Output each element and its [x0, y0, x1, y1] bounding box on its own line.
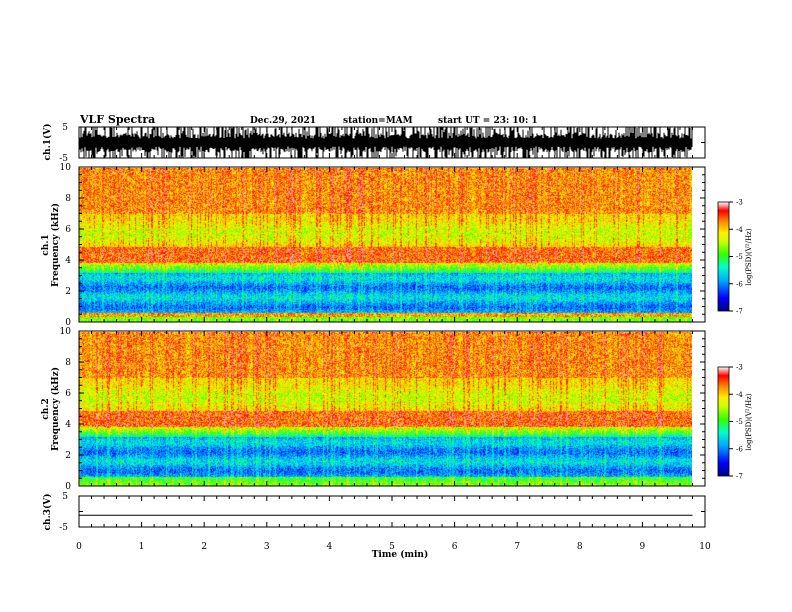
station-label: station=MAM [343, 116, 413, 126]
ch1-ytick-top: 5 [62, 123, 68, 133]
colorbar-tick-label: -3 [736, 199, 743, 207]
ch1-waveform-trace [79, 127, 693, 158]
colorbar-tick-label: -7 [736, 308, 743, 316]
ch2-colorbar-gradient [717, 366, 730, 477]
x-tick-label: 4 [327, 542, 333, 552]
ch2-colorbar-ticks: -3 -4 -5 -6 -7 [729, 364, 743, 481]
ch2-spectrogram-ylabel: ch.2 [41, 398, 51, 419]
y-tick-label: 6 [65, 389, 71, 399]
ch1-waveform-panel: 5 -5 ch.1(V) [42, 123, 706, 164]
colorbar-tick-label: -4 [736, 391, 743, 399]
ch1-waveform-ticks [78, 126, 706, 159]
ch2-colorbar: -3 -4 -5 -6 -7 log(PSD)(V²/Hz) [717, 364, 753, 481]
y-tick-label: 0 [65, 482, 71, 492]
ch1-colorbar: -3 -4 -5 -6 -7 log(PSD)(V²/Hz) [717, 199, 753, 316]
x-tick-label: 10 [699, 542, 711, 552]
ch3-waveform-ticks [78, 495, 706, 528]
y-tick-label: 2 [65, 451, 71, 461]
ch1-ytick-bottom: -5 [59, 154, 68, 164]
y-tick-label: 0 [65, 318, 71, 328]
y-tick-label: 10 [60, 163, 72, 173]
ch1-spectrogram-panel: 0 2 4 6 8 10 ch.1 Frequency (kHz) [41, 163, 706, 328]
ch1-spectrogram-ytick-labels: 0 2 4 6 8 10 [60, 163, 72, 328]
x-tick-label: 3 [264, 542, 270, 552]
x-tick-label: 2 [201, 542, 207, 552]
start-time-label: start UT = 23: 10: 1 [438, 116, 538, 126]
ch1-spectrogram-ylabel: ch.1 [41, 234, 51, 255]
y-tick-label: 8 [65, 194, 71, 204]
x-tick-label: 6 [452, 542, 458, 552]
x-tick-label: 5 [389, 542, 395, 552]
ch1-colorbar-gradient [717, 201, 730, 312]
ch3-ytick-top: 5 [62, 492, 68, 502]
date-label: Dec.29, 2021 [250, 116, 316, 126]
figure-title: VLF Spectra [79, 113, 155, 126]
ch3-waveform-panel: 5 -5 ch.3(V) [42, 492, 706, 533]
ch1-spectrogram-ticks [78, 166, 706, 323]
ch1-waveform-ylabel: ch.1(V) [42, 124, 53, 161]
colorbar-tick-label: -6 [736, 445, 743, 453]
ch2-colorbar-label: log(PSD)(V²/Hz) [745, 393, 753, 450]
ch1-colorbar-label: log(PSD)(V²/Hz) [745, 228, 753, 285]
x-axis-label: Time (min) [372, 549, 429, 560]
y-tick-label: 4 [65, 420, 71, 430]
y-tick-label: 8 [65, 358, 71, 368]
ch2-spectrogram-panel: 0 2 4 6 8 10 ch.2 Frequency (kHz) [41, 327, 706, 492]
colorbar-tick-label: -7 [736, 473, 743, 481]
ch1-colorbar-ticks: -3 -4 -5 -6 -7 [729, 199, 743, 316]
y-tick-label: 10 [60, 327, 72, 337]
ch1-spectrogram-ylabel-frequency: Frequency (kHz) [50, 203, 61, 287]
colorbar-tick-label: -4 [736, 226, 743, 234]
ch2-spectrogram-ticks [78, 330, 706, 487]
ch3-waveform-ylabel: ch.3(V) [42, 494, 53, 531]
colorbar-tick-label: -5 [736, 253, 743, 261]
ch2-spectrogram-ytick-labels: 0 2 4 6 8 10 [60, 327, 72, 492]
ch1-waveform-line [79, 127, 693, 158]
ch3-ytick-bottom: -5 [59, 523, 68, 533]
colorbar-tick-label: -6 [736, 280, 743, 288]
ch2-spectrogram-image [79, 332, 692, 486]
colorbar-tick-label: -5 [736, 418, 743, 426]
x-tick-label: 9 [640, 542, 646, 552]
y-tick-label: 6 [65, 225, 71, 235]
x-tick-label: 7 [514, 542, 520, 552]
x-tick-label: 0 [76, 542, 82, 552]
ch1-spectrogram-image [79, 168, 692, 322]
colorbar-tick-label: -3 [736, 364, 743, 372]
y-tick-label: 2 [65, 287, 71, 297]
x-tick-label: 1 [139, 542, 145, 552]
y-tick-label: 4 [65, 256, 71, 266]
ch2-spectrogram-ylabel-frequency: Frequency (kHz) [50, 367, 61, 451]
x-tick-label: 8 [577, 542, 583, 552]
x-tick-labels: 0 1 2 3 4 5 6 7 8 9 10 [76, 542, 711, 552]
